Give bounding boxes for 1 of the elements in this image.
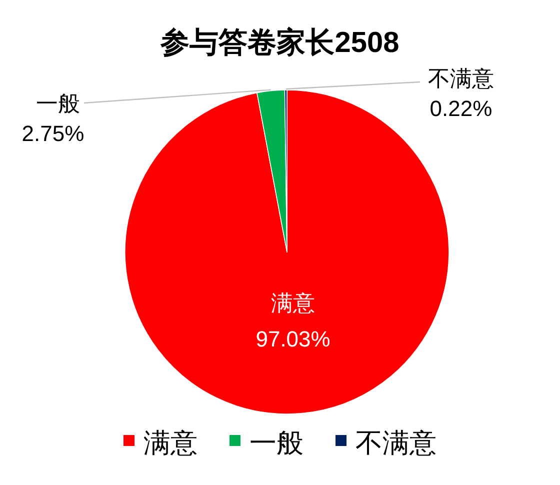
title: 参与答卷家长2508	[160, 27, 400, 59]
